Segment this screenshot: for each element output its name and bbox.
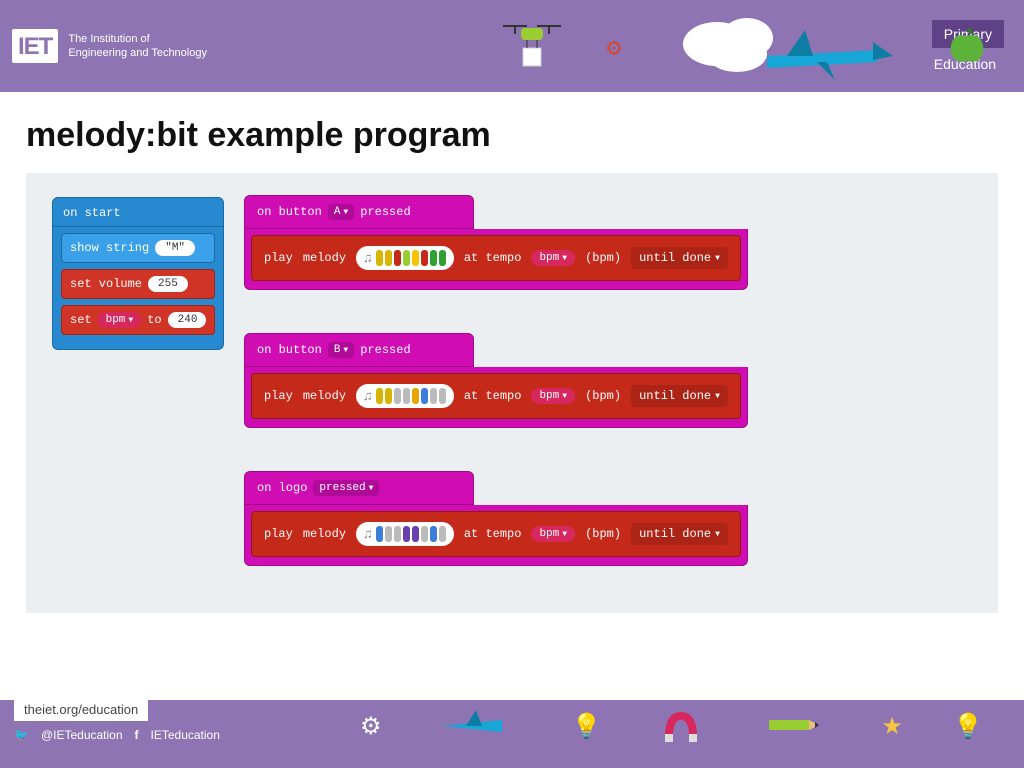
note-icon: ♫	[364, 527, 372, 542]
iet-tagline: The Institution of Engineering and Techn…	[68, 32, 207, 61]
chevron-down-icon: ▼	[715, 530, 720, 539]
melody-label: melody	[303, 251, 346, 265]
set-volume-value[interactable]: 255	[148, 276, 188, 292]
event-stack-1[interactable]: on button B ▼ pressed play melody ♫ at tempo…	[244, 333, 748, 428]
tempo-var[interactable]: bpm ▼	[531, 526, 575, 542]
drone-icon	[497, 18, 567, 74]
iet-line1: The Institution of	[68, 32, 207, 46]
hat-prefix: on button	[257, 343, 322, 357]
twitter-handle[interactable]: @IETeducation	[41, 728, 123, 742]
event-stack-0[interactable]: on button A ▼ pressed play melody ♫ at tempo…	[244, 195, 748, 290]
bulb2-icon: 💡	[953, 712, 983, 741]
facebook-handle[interactable]: IETeducation	[151, 728, 220, 742]
gear-icon: ⚙	[360, 712, 382, 741]
facebook-icon: f	[135, 728, 139, 742]
bpm-suffix: (bpm)	[585, 389, 621, 403]
at-tempo-label: at tempo	[464, 251, 522, 265]
note-icon: ♫	[364, 389, 372, 404]
play-melody-block[interactable]: play melody ♫ at tempo bpm ▼ (bpm) until done …	[251, 373, 741, 419]
event-hat[interactable]: on button A ▼ pressed	[244, 195, 474, 229]
iet-line2: Engineering and Technology	[68, 46, 207, 60]
set-label: set	[70, 313, 92, 327]
bulb-icon: 💡	[572, 712, 602, 741]
chevron-down-icon: ▼	[343, 208, 348, 217]
plane-cloud-icon	[677, 10, 897, 82]
pencil-icon	[761, 716, 821, 736]
magnet-icon	[661, 706, 701, 746]
chevron-down-icon: ▼	[715, 392, 720, 401]
event-hat[interactable]: on logo pressed ▼	[244, 471, 474, 505]
event-body: play melody ♫ at tempo bpm ▼ (bpm) until done …	[244, 229, 748, 290]
tempo-var[interactable]: bpm ▼	[531, 250, 575, 266]
at-tempo-label: at tempo	[464, 527, 522, 541]
melody-editor[interactable]: ♫	[356, 246, 454, 270]
bpm-var-name: bpm	[106, 314, 126, 326]
show-string-label: show string	[70, 241, 149, 255]
event-hat[interactable]: on button B ▼ pressed	[244, 333, 474, 367]
bpm-suffix: (bpm)	[585, 251, 621, 265]
on-start-hat[interactable]: on start	[52, 197, 224, 227]
show-string-value[interactable]: "M"	[155, 240, 195, 256]
hat-prefix: on logo	[257, 481, 307, 495]
chevron-down-icon: ▼	[562, 392, 567, 401]
header-banner: IET The Institution of Engineering and T…	[0, 0, 1024, 92]
footer-decorations: ⚙ 💡 ★ 💡	[360, 706, 903, 746]
page-title: melody:bit example program	[26, 116, 1024, 155]
footer-url[interactable]: theiet.org/education	[14, 698, 148, 721]
until-done-dropdown[interactable]: until done ▼	[631, 385, 728, 407]
play-melody-block[interactable]: play melody ♫ at tempo bpm ▼ (bpm) until done …	[251, 511, 741, 557]
to-label: to	[147, 313, 161, 327]
plane-icon	[442, 706, 512, 746]
note-icon: ♫	[364, 251, 372, 266]
set-bpm-block[interactable]: set bpm ▼ to 240	[61, 305, 215, 335]
header-decorations: ⚙	[207, 0, 932, 92]
iet-mark: IET	[12, 29, 58, 63]
play-label: play	[264, 389, 293, 403]
melody-editor[interactable]: ♫	[356, 384, 454, 408]
chevron-down-icon: ▼	[562, 530, 567, 539]
iet-logo: IET The Institution of Engineering and T…	[12, 29, 207, 63]
twitter-icon: 🐦	[14, 728, 29, 742]
set-volume-block[interactable]: set volume 255	[61, 269, 215, 299]
event-body: play melody ♫ at tempo bpm ▼ (bpm) until done …	[244, 367, 748, 428]
until-done-dropdown[interactable]: until done ▼	[631, 247, 728, 269]
star-icon: ★	[881, 712, 903, 741]
apple-icon	[947, 24, 987, 66]
on-start-body: show string "M" set volume 255 set bpm ▼…	[52, 227, 224, 350]
melody-editor[interactable]: ♫	[356, 522, 454, 546]
melody-label: melody	[303, 389, 346, 403]
melody-label: melody	[303, 527, 346, 541]
event-stack-2[interactable]: on logo pressed ▼ play melody ♫ at tempo bpm …	[244, 471, 748, 566]
event-body: play melody ♫ at tempo bpm ▼ (bpm) until done …	[244, 505, 748, 566]
tempo-var[interactable]: bpm ▼	[531, 388, 575, 404]
chevron-down-icon: ▼	[369, 484, 374, 493]
chevron-down-icon: ▼	[343, 346, 348, 355]
footer-social: 🐦 @IETeducation f IETeducation	[14, 728, 220, 742]
chevron-down-icon: ▼	[562, 254, 567, 263]
show-string-block[interactable]: show string "M"	[61, 233, 215, 263]
gear-icon: ⚙	[605, 36, 623, 61]
play-label: play	[264, 527, 293, 541]
at-tempo-label: at tempo	[464, 389, 522, 403]
footer-banner: theiet.org/education 🐦 @IETeducation f I…	[0, 700, 1024, 768]
set-volume-label: set volume	[70, 277, 142, 291]
bpm-value[interactable]: 240	[168, 312, 206, 328]
on-start-stack[interactable]: on start show string "M" set volume 255 …	[52, 197, 224, 350]
play-label: play	[264, 251, 293, 265]
bpm-suffix: (bpm)	[585, 527, 621, 541]
hat-suffix: pressed	[360, 343, 410, 357]
hat-suffix: pressed	[360, 205, 410, 219]
blocks-workspace[interactable]: on start show string "M" set volume 255 …	[26, 173, 998, 613]
hat-dropdown[interactable]: A ▼	[328, 204, 354, 220]
hat-dropdown[interactable]: B ▼	[328, 342, 354, 358]
hat-dropdown[interactable]: pressed ▼	[313, 480, 379, 496]
chevron-down-icon: ▼	[715, 254, 720, 263]
until-done-dropdown[interactable]: until done ▼	[631, 523, 728, 545]
bpm-var-pill[interactable]: bpm ▼	[98, 312, 142, 328]
play-melody-block[interactable]: play melody ♫ at tempo bpm ▼ (bpm) until done …	[251, 235, 741, 281]
hat-prefix: on button	[257, 205, 322, 219]
chevron-down-icon: ▼	[128, 316, 133, 325]
